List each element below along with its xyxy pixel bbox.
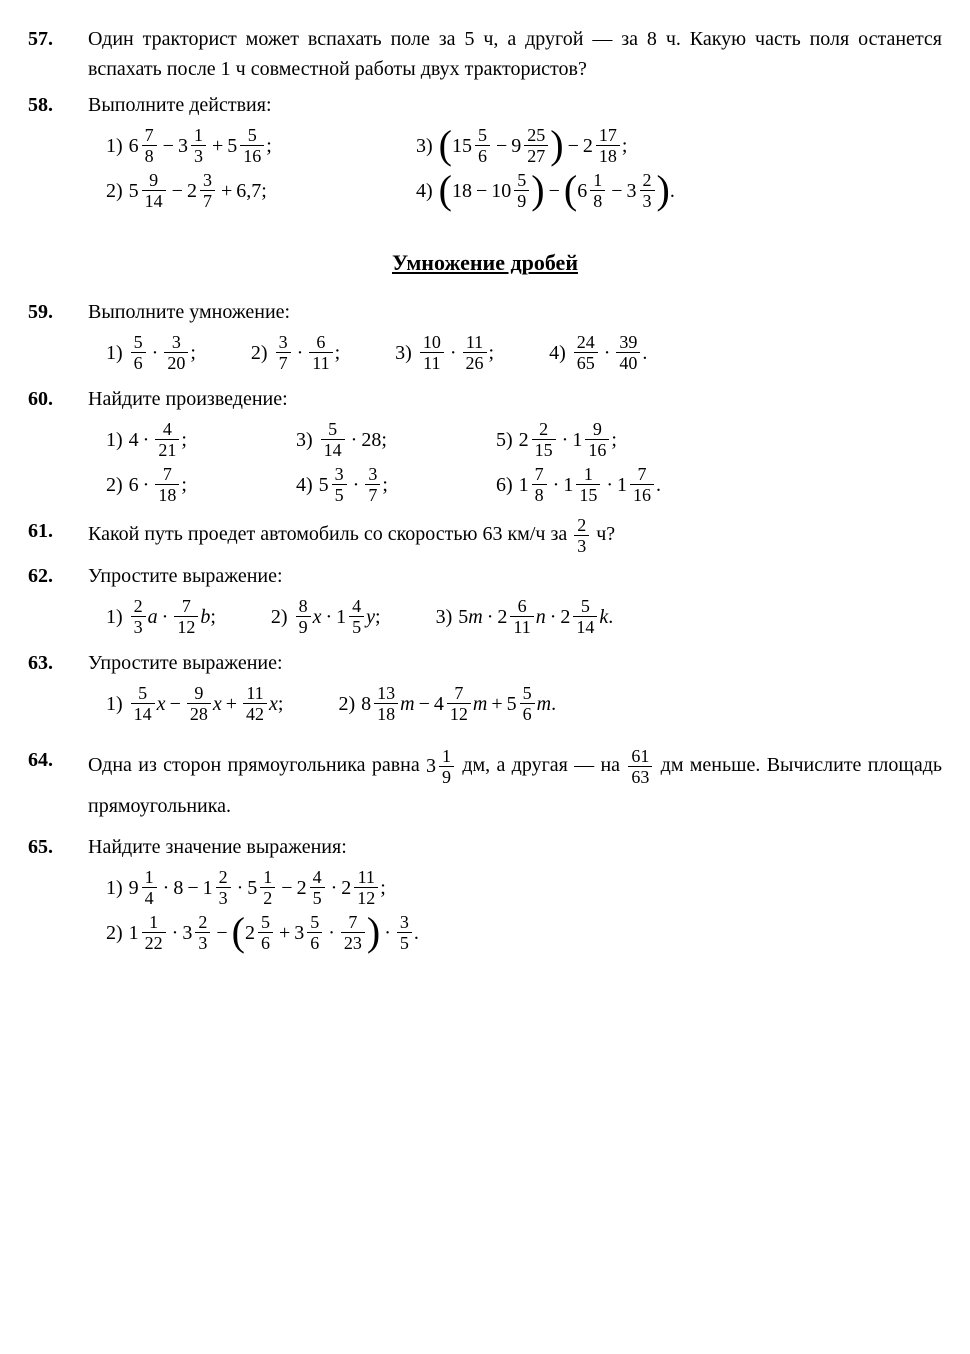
expr-58-2: 2) 5914 − 237 + 6,7 ; — [106, 171, 376, 210]
problem-63: 63. Упростите выражение: 1) 514 x − 928 … — [28, 648, 942, 729]
expr-63-2: 2) 81318 m − 4712 m + 556 m . — [338, 684, 556, 723]
problem-text: Одна из сторон прямоугольника равна 319 … — [88, 745, 942, 826]
problem-number: 58. — [28, 90, 88, 120]
problem-62: 62. Упростите выражение: 1) 23 a · 712 b… — [28, 561, 942, 642]
expr-63-1: 1) 514 x − 928 x + 1142 x ; — [106, 684, 283, 723]
problem-number: 61. — [28, 516, 88, 546]
problem-text: Найдите значение выражения: — [88, 832, 942, 862]
expr-58-4: 4) ( 18 − 1059 ) − ( 618 − 323 ) . — [416, 171, 675, 210]
problem-text: Какой путь проедет автомобиль со скорост… — [88, 516, 942, 555]
problem-number: 63. — [28, 648, 88, 678]
problem-61: 61. Какой путь проедет автомобиль со ско… — [28, 516, 942, 555]
math-row: 2) 6 · 718 ; 4) 535 · 37 ; 6) 178 · 1115… — [106, 465, 942, 504]
problem-text: Упростите выражение: — [88, 561, 942, 591]
problem-65: 65. Найдите значение выражения: 1) 914 ·… — [28, 832, 942, 958]
problem-body: Упростите выражение: 1) 514 x − 928 x + … — [88, 648, 942, 729]
problem-number: 65. — [28, 832, 88, 862]
problem-number: 59. — [28, 297, 88, 327]
math-row: 2) 1122 · 323 − ( 256 + 356 · 723 ) · 35… — [106, 913, 942, 952]
math-row: 1) 678 − 313 + 5516 ; 3) ( 1556 − 92527 … — [106, 126, 942, 165]
expr-60-5: 5) 2215 · 1916 ; — [496, 420, 617, 459]
problem-58: 58. Выполните действия: 1) 678 − 313 + 5… — [28, 90, 942, 216]
problem-57: 57. Один тракторист может вспахать поле … — [28, 24, 942, 84]
expr-60-3: 3) 514 · 28 ; — [296, 420, 436, 459]
problem-body: Найдите произведение: 1) 4 · 421 ; 3) 51… — [88, 384, 942, 510]
math-row: 2) 5914 − 237 + 6,7 ; 4) ( 18 − 1059 ) −… — [106, 171, 942, 210]
math-row: 1) 514 x − 928 x + 1142 x ; 2) 81318 m −… — [106, 684, 942, 723]
problem-text: Найдите произведение: — [88, 384, 942, 414]
problem-number: 64. — [28, 745, 88, 775]
problem-number: 62. — [28, 561, 88, 591]
section-title: Умножение дробей — [28, 246, 942, 279]
problem-text: Упростите выражение: — [88, 648, 942, 678]
problem-body: Выполните умножение: 1) 56 · 320 ; 2) 37… — [88, 297, 942, 378]
problem-60: 60. Найдите произведение: 1) 4 · 421 ; 3… — [28, 384, 942, 510]
expr-59-4: 4) 2465 · 3940 . — [549, 333, 647, 372]
problem-number: 57. — [28, 24, 88, 54]
math-row: 1) 914 · 8 − 123 · 512 − 245 · 21112 ; — [106, 868, 942, 907]
problem-text: Выполните действия: — [88, 90, 942, 120]
expr-62-3: 3) 5m · 2611 n · 2514 k . — [436, 597, 614, 636]
expr-60-2: 2) 6 · 718 ; — [106, 465, 236, 504]
problem-59: 59. Выполните умножение: 1) 56 · 320 ; 2… — [28, 297, 942, 378]
expr-58-3: 3) ( 1556 − 92527 ) − 21718 ; — [416, 126, 627, 165]
expr-58-1: 1) 678 − 313 + 5516 ; — [106, 126, 376, 165]
expr-60-4: 4) 535 · 37 ; — [296, 465, 436, 504]
expr-62-2: 2) 89 x · 145 y ; — [271, 597, 381, 636]
expr-65-2: 2) 1122 · 323 − ( 256 + 356 · 723 ) · 35… — [106, 913, 419, 952]
math-row: 1) 4 · 421 ; 3) 514 · 28 ; 5) 2215 · 191… — [106, 420, 942, 459]
problem-text: Выполните умножение: — [88, 297, 942, 327]
problem-text: Один тракторист может вспахать поле за 5… — [88, 24, 942, 84]
problem-body: Найдите значение выражения: 1) 914 · 8 −… — [88, 832, 942, 958]
math-row: 1) 23 a · 712 b ; 2) 89 x · 145 y ; 3) 5… — [106, 597, 942, 636]
problem-number: 60. — [28, 384, 88, 414]
math-row: 1) 56 · 320 ; 2) 37 · 611 ; 3) 1011 · 11… — [106, 333, 942, 372]
expr-60-1: 1) 4 · 421 ; — [106, 420, 236, 459]
expr-59-2: 2) 37 · 611 ; — [251, 333, 340, 372]
problem-body: Выполните действия: 1) 678 − 313 + 5516 … — [88, 90, 942, 216]
expr-59-3: 3) 1011 · 1126 ; — [395, 333, 494, 372]
problem-64: 64. Одна из сторон прямоугольника равна … — [28, 745, 942, 826]
expr-60-6: 6) 178 · 1115 · 1716 . — [496, 465, 661, 504]
expr-65-1: 1) 914 · 8 − 123 · 512 − 245 · 21112 ; — [106, 868, 386, 907]
expr-59-1: 1) 56 · 320 ; — [106, 333, 196, 372]
problem-body: Упростите выражение: 1) 23 a · 712 b ; 2… — [88, 561, 942, 642]
expr-62-1: 1) 23 a · 712 b ; — [106, 597, 216, 636]
